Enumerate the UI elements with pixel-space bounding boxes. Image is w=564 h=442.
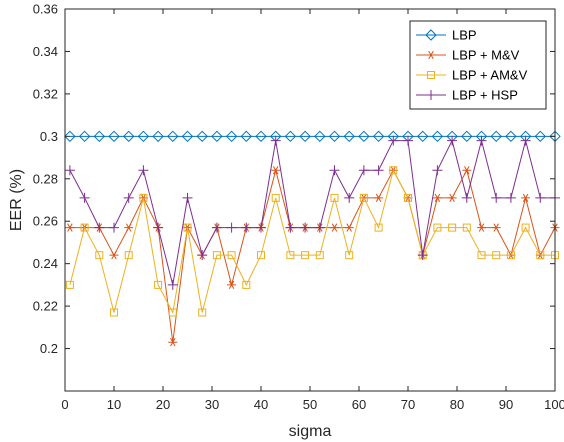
x-tick-label: 40 — [254, 397, 268, 412]
legend: LBP LBP + M&V LBP + AM&V LBP + HSP — [410, 21, 546, 109]
y-axis-label: EER (%) — [8, 169, 25, 231]
y-tick-label: 0.32 — [33, 86, 58, 101]
y-tick-label: 0.2 — [40, 341, 58, 356]
y-tick-label: 0.24 — [33, 256, 58, 271]
x-tick-label: 30 — [205, 397, 219, 412]
x-tick-label: 80 — [450, 397, 464, 412]
x-tick-label: 70 — [401, 397, 415, 412]
y-tick-label: 0.34 — [33, 44, 58, 59]
y-tick-label: 0.26 — [33, 214, 58, 229]
x-axis-label: sigma — [289, 423, 332, 440]
y-tick-label: 0.22 — [33, 299, 58, 314]
legend-label-2: LBP + M&V — [452, 48, 520, 63]
x-tick-label: 90 — [499, 397, 513, 412]
x-tick-label: 0 — [61, 397, 68, 412]
x-tick-label: 60 — [352, 397, 366, 412]
x-tick-label: 10 — [107, 397, 121, 412]
legend-label-1: LBP — [452, 28, 477, 43]
x-tick-label: 50 — [303, 397, 317, 412]
legend-label-3: LBP + AM&V — [452, 68, 528, 83]
x-tick-label: 20 — [156, 397, 170, 412]
y-tick-label: 0.36 — [33, 2, 58, 17]
y-tick-label: 0.3 — [40, 129, 58, 144]
y-tick-label: 0.28 — [33, 171, 58, 186]
x-tick-label: 100 — [544, 397, 564, 412]
legend-label-4: LBP + HSP — [452, 88, 518, 103]
